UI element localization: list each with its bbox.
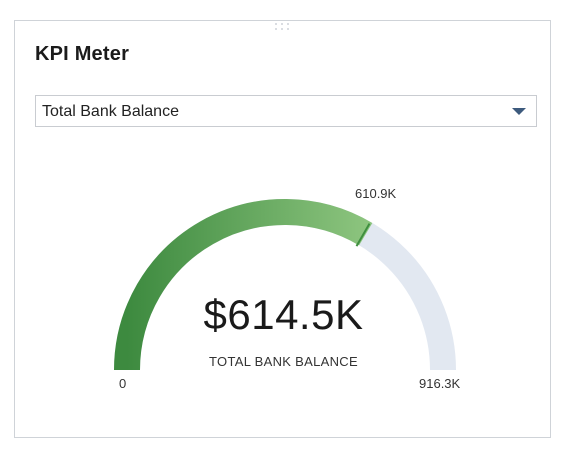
gauge-value-text: $614.5K <box>203 291 364 338</box>
gauge-chart <box>114 199 456 371</box>
metric-select[interactable]: Total Bank Balance <box>35 95 537 127</box>
drag-handle-icon[interactable] <box>273 21 295 31</box>
gauge-target-marker <box>355 223 371 247</box>
metric-select-value: Total Bank Balance <box>42 103 179 120</box>
widget-title: KPI Meter <box>35 43 130 65</box>
gauge-min-label: 0 <box>119 376 127 391</box>
chevron-down-icon[interactable] <box>512 108 526 115</box>
gauge-value-arc <box>114 199 373 371</box>
gauge-caption: TOTAL BANK BALANCE <box>209 354 358 369</box>
gauge-target-label: 610.9K <box>355 186 397 201</box>
kpi-meter-card: KPI Meter Total Bank Balance 610.9K $614… <box>14 20 551 438</box>
gauge-max-label: 916.3K <box>419 376 461 391</box>
